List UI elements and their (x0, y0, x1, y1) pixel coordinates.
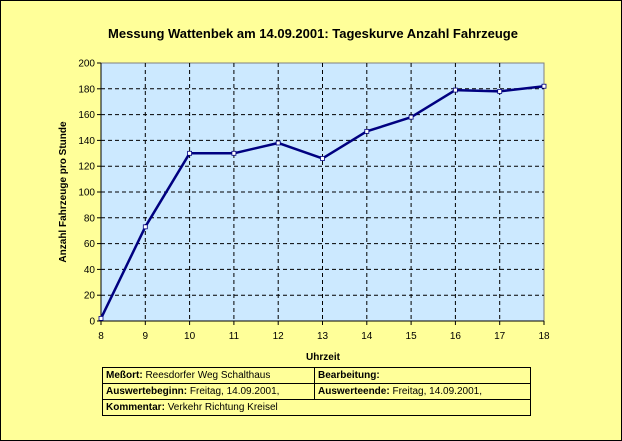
bearbeitung-cell: Bearbeitung: (314, 367, 531, 384)
y-tick-label: 140 (78, 136, 95, 147)
x-tick-label: 14 (361, 331, 373, 342)
y-tick-label: 200 (78, 59, 95, 70)
auswertebeginn-value: Freitag, 14.09.2001, (189, 386, 280, 397)
data-point (187, 150, 193, 156)
info-row-kommentar: Kommentar: Verkehr Richtung Kreisel (102, 399, 531, 416)
data-point (408, 114, 414, 120)
x-tick-label: 13 (317, 331, 329, 342)
axes (97, 62, 545, 325)
y-tick-label: 180 (78, 84, 95, 95)
auswerteende-label: Auswerteende: (318, 386, 390, 397)
y-tick-label: 0 (89, 317, 95, 328)
x-tick-label: 15 (406, 331, 418, 342)
data-point (497, 88, 503, 94)
messort-cell: Meßort: Reesdorfer Weg Schalthaus (102, 367, 315, 384)
y-tick-label: 40 (84, 265, 96, 276)
x-tick-label: 8 (98, 331, 104, 342)
x-tick-label: 9 (143, 331, 149, 342)
auswertebeginn-cell: Auswertebeginn: Freitag, 14.09.2001, (102, 383, 315, 400)
info-row-auswertung: Auswertebeginn: Freitag, 14.09.2001, Aus… (102, 383, 531, 400)
grid-lines (101, 63, 544, 321)
auswerteende-cell: Auswerteende: Freitag, 14.09.2001, (314, 383, 531, 400)
info-row-messort: Meßort: Reesdorfer Weg Schalthaus Bearbe… (102, 367, 531, 384)
x-tick-label: 12 (273, 331, 285, 342)
x-tick-label: 17 (494, 331, 506, 342)
data-point (364, 128, 370, 134)
y-tick-label: 20 (84, 291, 96, 302)
x-tick-label: 18 (538, 331, 550, 342)
x-tick-label: 16 (450, 331, 462, 342)
y-tick-label: 120 (78, 162, 95, 173)
y-axis-label: Anzahl Fahrzeuge pro Stunde (58, 121, 69, 263)
series-layer (98, 83, 547, 321)
data-point (98, 316, 104, 321)
chart-title: Messung Wattenbek am 14.09.2001: Tagesku… (108, 26, 518, 41)
info-table: Meßort: Reesdorfer Weg Schalthaus Bearbe… (102, 367, 531, 416)
messort-label: Meßort: (106, 370, 143, 381)
kommentar-label: Kommentar: (106, 402, 165, 413)
x-axis-label: Uhrzeit (306, 352, 341, 363)
data-point (231, 150, 237, 156)
kommentar-value: Verkehr Richtung Kreisel (167, 402, 278, 413)
data-point (142, 224, 148, 230)
x-tick-label: 10 (184, 331, 196, 342)
y-tick-label: 160 (78, 110, 95, 121)
kommentar-cell: Kommentar: Verkehr Richtung Kreisel (102, 399, 531, 416)
y-tick-label: 60 (84, 239, 96, 250)
data-point (452, 87, 458, 93)
messort-value: Reesdorfer Weg Schalthaus (145, 370, 271, 381)
data-point (275, 140, 281, 146)
y-tick-label: 100 (78, 188, 95, 199)
x-tick-label: 11 (229, 331, 240, 342)
bearbeitung-label: Bearbeitung: (318, 370, 380, 381)
x-tick-labels: 8 9 10 11 12 13 14 15 16 17 18 (98, 331, 550, 342)
auswertebeginn-label: Auswertebeginn: (106, 386, 188, 397)
auswerteende-value: Freitag, 14.09.2001, (392, 386, 482, 397)
data-point (320, 156, 325, 161)
y-tick-labels: 0 20 40 60 80 100 120 140 160 180 200 (78, 59, 95, 328)
data-point (541, 83, 547, 89)
y-tick-label: 80 (84, 213, 96, 224)
